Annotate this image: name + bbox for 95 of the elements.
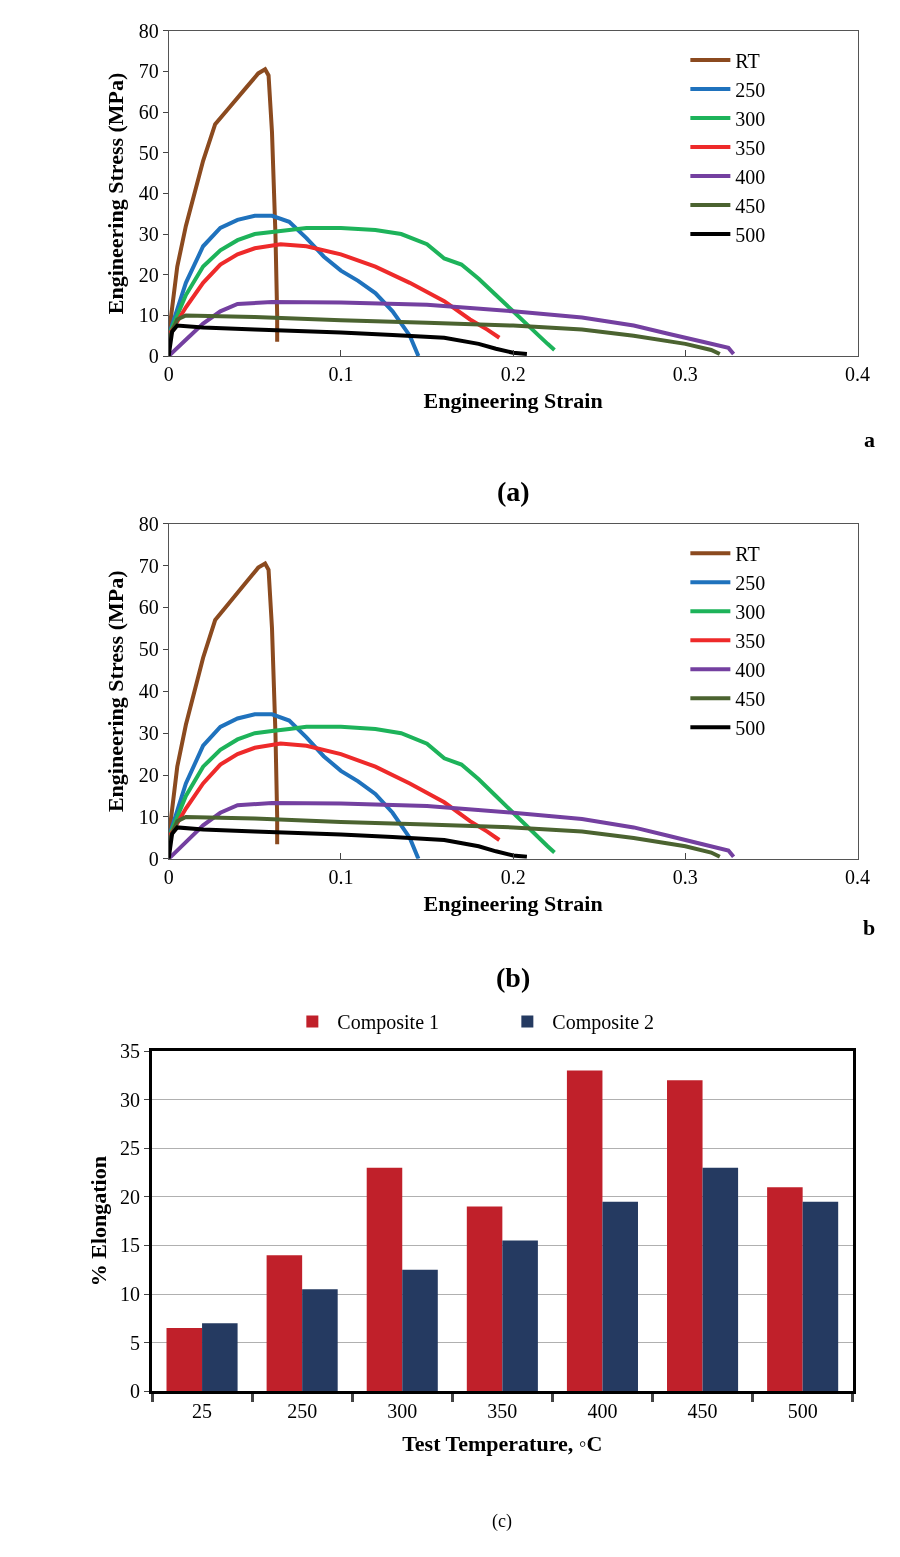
- x-tick-label: 500: [787, 1400, 818, 1423]
- text: (c): [492, 1511, 512, 1532]
- y-tick-label: 15: [120, 1234, 140, 1257]
- bar: [402, 1269, 438, 1392]
- text: a: [864, 427, 875, 452]
- legend-label: Composite 1: [337, 1011, 440, 1035]
- y-axis-title: % Elongation: [85, 1156, 111, 1287]
- legend-label: Composite 2: [552, 1011, 655, 1035]
- y-tick-label: 30: [138, 223, 159, 246]
- bar: [802, 1201, 839, 1392]
- bar: [702, 1167, 739, 1392]
- x-tick-label: 0.4: [845, 363, 871, 386]
- y-tick-label: 20: [120, 1185, 140, 1208]
- line-series: [168, 801, 736, 859]
- line-series: [168, 724, 557, 855]
- y-tick-label: 50: [138, 638, 159, 661]
- bar: [202, 1323, 238, 1392]
- y-tick-label: 40: [138, 182, 159, 205]
- bar: [166, 1328, 203, 1392]
- x-tick-label: 0.2: [500, 363, 526, 386]
- x-tick-label: 0: [163, 363, 174, 386]
- bar: [366, 1167, 403, 1392]
- line-series: [168, 814, 722, 859]
- bar: [266, 1255, 303, 1392]
- y-tick-label: 0: [148, 847, 159, 870]
- x-tick-label: 0.3: [672, 363, 698, 386]
- line-series: [168, 561, 280, 847]
- y-tick-label: 25: [120, 1137, 140, 1160]
- x-tick-label: 0.3: [672, 865, 698, 888]
- y-tick-label: 80: [138, 512, 159, 535]
- text: b: [863, 915, 876, 940]
- y-tick-label: 5: [130, 1331, 140, 1354]
- x-axis-title: Test Temperature, ◦C: [402, 1431, 603, 1457]
- legend-label: RT: [735, 543, 760, 566]
- x-tick-label: 0: [163, 865, 174, 888]
- y-tick-label: 10: [120, 1283, 140, 1306]
- y-tick-label: 20: [138, 263, 159, 286]
- line-series: [168, 825, 529, 859]
- line-series: [168, 323, 529, 357]
- y-tick-label: 50: [138, 141, 159, 164]
- x-tick-label: 0.2: [500, 865, 526, 888]
- y-tick-label: 35: [120, 1040, 140, 1063]
- legend-label: 450: [735, 688, 766, 711]
- bar: [602, 1201, 638, 1392]
- y-tick-label: 70: [138, 60, 159, 83]
- line-series: [168, 67, 280, 344]
- y-axis-title: Engineering Stress (MPa): [103, 570, 129, 813]
- y-tick-label: 60: [138, 596, 159, 619]
- line-series: [168, 242, 502, 340]
- y-tick-label: 40: [138, 680, 159, 703]
- x-axis-title: Engineering Strain: [423, 890, 603, 916]
- x-tick-label: 0.1: [328, 363, 354, 386]
- x-tick-label: 250: [287, 1400, 318, 1423]
- y-axis-title: Engineering Stress (MPa): [103, 72, 129, 315]
- y-tick-label: 30: [138, 722, 159, 745]
- y-tick-label: 10: [138, 805, 159, 828]
- y-tick-label: 0: [148, 345, 159, 368]
- y-tick-label: 60: [138, 101, 159, 124]
- text: (b): [496, 962, 531, 993]
- y-tick-label: 80: [138, 19, 159, 42]
- x-tick-label: 25: [192, 1400, 213, 1423]
- legend-label: 400: [735, 659, 766, 682]
- bar: [767, 1187, 803, 1392]
- legend-label: 300: [735, 601, 766, 624]
- legend-label: 250: [735, 572, 766, 595]
- y-tick-label: 70: [138, 554, 159, 577]
- line-series: [168, 313, 722, 357]
- y-tick-label: 0: [130, 1380, 140, 1403]
- y-tick-label: 10: [138, 304, 159, 327]
- text: (a): [497, 476, 530, 507]
- x-tick-label: 0.4: [845, 865, 871, 888]
- legend-label: 500: [735, 223, 766, 246]
- legend-label: 300: [735, 107, 766, 130]
- legend-label: 350: [735, 630, 766, 653]
- bar: [667, 1080, 703, 1392]
- x-tick-label: 400: [587, 1400, 618, 1423]
- bar: [302, 1289, 338, 1392]
- legend-label: 450: [735, 194, 766, 217]
- y-tick-label: 20: [138, 764, 159, 787]
- x-tick-label: 0.1: [328, 865, 354, 888]
- legend-label: RT: [735, 49, 760, 72]
- x-tick-label: 450: [687, 1400, 718, 1423]
- bar: [502, 1240, 538, 1392]
- x-tick-label: 300: [387, 1400, 418, 1423]
- line-series: [168, 225, 557, 352]
- legend-label: 250: [735, 78, 766, 101]
- legend-label: 350: [735, 136, 766, 159]
- x-tick-label: 350: [487, 1400, 518, 1423]
- legend-label: 500: [735, 717, 766, 740]
- bar: [466, 1206, 503, 1392]
- y-tick-label: 30: [120, 1088, 140, 1111]
- legend-label: 400: [735, 165, 766, 188]
- line-series: [168, 299, 736, 357]
- bar: [566, 1070, 603, 1392]
- x-axis-title: Engineering Strain: [423, 387, 603, 413]
